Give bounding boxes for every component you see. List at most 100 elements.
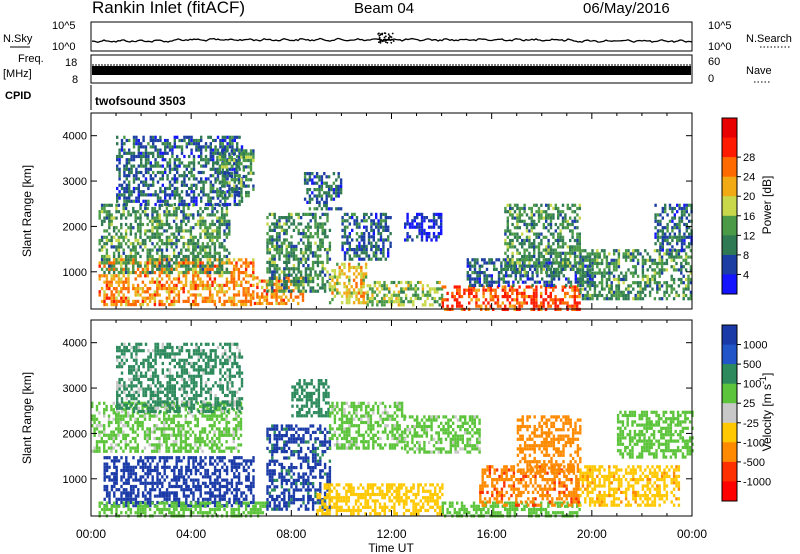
power-echo-cell xyxy=(355,238,359,242)
power-echo-cell xyxy=(180,183,184,187)
power-echo-cell xyxy=(192,167,196,171)
power-echo-cell xyxy=(213,258,217,262)
power-echo-cell xyxy=(185,183,188,187)
power-echo-cell xyxy=(151,232,154,236)
power-echo-cell xyxy=(680,210,684,214)
power-echo-cell xyxy=(416,222,419,226)
power-echo-cell xyxy=(682,290,685,294)
power-echo-cell xyxy=(431,296,434,301)
power-echo-cell xyxy=(173,177,176,181)
power-echo-cell xyxy=(120,261,123,265)
power-echo-cell xyxy=(252,187,255,191)
power-echo-cell xyxy=(497,258,501,262)
power-echo-cell xyxy=(200,177,203,181)
power-echo-cell xyxy=(199,245,202,249)
power-echo-cell xyxy=(134,238,137,243)
power-echo-cell xyxy=(547,258,550,262)
power-colorbar-segment xyxy=(722,254,737,275)
power-echo-cell xyxy=(160,277,164,281)
power-echo-cell xyxy=(683,232,686,236)
power-echo-cell xyxy=(509,242,512,246)
power-echo-cell xyxy=(629,290,633,294)
power-echo-cell xyxy=(579,252,582,256)
freq-left-unit: [MHz] xyxy=(3,68,32,80)
power-echo-cell xyxy=(400,303,403,307)
power-echo-cell xyxy=(290,273,293,277)
power-echo-cell xyxy=(339,181,343,185)
power-echo-cell xyxy=(308,188,312,192)
power-echo-cell xyxy=(687,281,690,285)
power-echo-cell xyxy=(535,295,538,299)
power-echo-cell xyxy=(542,222,545,227)
power-echo-cell xyxy=(237,178,241,182)
power-echo-cell xyxy=(297,276,300,280)
power-echo-cell xyxy=(511,206,514,211)
power-echo-cell xyxy=(201,245,205,249)
power-echo-cell xyxy=(656,261,659,266)
power-echo-cell xyxy=(624,297,628,301)
power-echo-cell xyxy=(612,249,616,253)
power-echo-cell xyxy=(387,248,390,252)
power-echo-cell xyxy=(230,261,233,265)
velocity-echo-cell xyxy=(115,433,118,437)
power-echo-cell xyxy=(165,254,169,259)
power-echo-cell xyxy=(326,212,329,216)
power-echo-cell xyxy=(466,277,469,281)
power-echo-cell xyxy=(213,254,217,259)
power-echo-cell xyxy=(523,238,526,243)
power-echo-cell xyxy=(116,142,119,146)
power-echo-cell xyxy=(142,174,145,178)
power-echo-cell xyxy=(382,251,385,255)
power-echo-cell xyxy=(148,238,152,243)
power-echo-cell xyxy=(323,212,327,216)
power-echo-cell xyxy=(105,293,109,297)
power-echo-cell xyxy=(228,270,231,275)
power-echo-cell xyxy=(476,277,479,281)
power-echo-cell xyxy=(134,210,137,214)
power-echo-cell xyxy=(292,244,296,248)
velocity-echo-cell xyxy=(100,430,103,434)
power-echo-cell xyxy=(653,258,657,262)
power-echo-cell xyxy=(273,264,276,268)
power-echo-cell xyxy=(333,281,337,286)
power-echo-cell xyxy=(170,258,173,262)
power-echo-cell xyxy=(521,213,524,217)
power-echo-cell xyxy=(358,225,361,229)
power-echo-cell xyxy=(360,285,363,289)
power-echo-cell xyxy=(540,304,543,308)
power-echo-cell xyxy=(552,251,555,255)
power-echo-cell xyxy=(120,296,123,300)
power-echo-cell xyxy=(511,288,514,292)
power-echo-cell xyxy=(533,245,536,249)
power-echo-cell xyxy=(571,288,574,292)
power-echo-cell xyxy=(127,303,130,307)
power-echo-cell xyxy=(278,225,281,229)
power-echo-cell xyxy=(268,264,272,268)
power-echo-cell xyxy=(564,226,567,230)
power-echo-cell xyxy=(489,291,492,295)
power-echo-cell xyxy=(208,287,212,291)
power-echo-cell xyxy=(220,210,224,214)
power-echo-cell xyxy=(164,138,167,143)
power-echo-cell xyxy=(379,248,383,252)
power-echo-cell xyxy=(366,296,369,301)
power-echo-cell xyxy=(343,219,347,223)
power-echo-cell xyxy=(223,171,226,175)
power-echo-cell xyxy=(523,222,526,227)
power-echo-cell xyxy=(559,261,562,265)
power-echo-cell xyxy=(311,212,315,216)
power-echo-cell xyxy=(265,301,269,306)
power-echo-cell xyxy=(116,193,119,197)
power-echo-cell xyxy=(146,213,149,217)
power-echo-cell xyxy=(460,304,464,308)
power-echo-cell xyxy=(518,210,521,214)
power-echo-cell xyxy=(197,142,200,146)
power-echo-cell xyxy=(535,261,538,265)
power-echo-cell xyxy=(125,183,128,187)
power-echo-cell xyxy=(478,283,481,287)
power-echo-cell xyxy=(612,261,616,266)
power-echo-cell xyxy=(370,248,373,252)
power-echo-cell xyxy=(115,267,118,271)
power-echo-cell xyxy=(134,299,137,303)
power-echo-cell xyxy=(295,286,298,290)
